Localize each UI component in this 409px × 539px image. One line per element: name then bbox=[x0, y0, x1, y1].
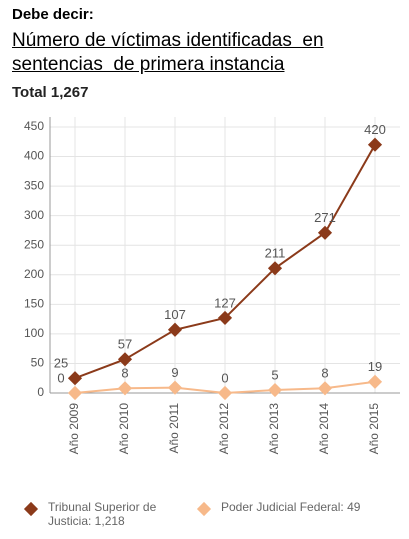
point bbox=[67, 385, 83, 401]
point bbox=[67, 371, 83, 386]
point bbox=[167, 322, 183, 337]
data-label: 5 bbox=[271, 367, 278, 382]
data-label: 127 bbox=[214, 295, 236, 310]
data-label: 57 bbox=[118, 337, 132, 352]
x-tick-label: Año 2013 bbox=[267, 403, 281, 455]
y-tick-label: 350 bbox=[24, 178, 44, 192]
x-tick-label: Año 2011 bbox=[167, 403, 181, 454]
x-tick-label: Año 2010 bbox=[117, 403, 131, 455]
y-tick-label: 400 bbox=[24, 149, 44, 163]
chart-title: Número de víctimas identificadas en bbox=[12, 30, 324, 51]
data-label: 271 bbox=[314, 210, 336, 225]
point bbox=[367, 137, 383, 152]
legend-label: Poder Judicial Federal: 49 bbox=[221, 500, 361, 514]
point bbox=[217, 310, 233, 325]
point bbox=[267, 382, 283, 398]
y-tick-label: 250 bbox=[24, 237, 44, 251]
data-label: 9 bbox=[171, 365, 178, 380]
legend-item: Tribunal Superior de Justicia: 1,218 bbox=[22, 500, 168, 528]
point bbox=[317, 225, 333, 240]
chart-title: sentencias de primera instancia bbox=[12, 54, 285, 75]
x-tick-label: Año 2015 bbox=[367, 403, 381, 455]
y-tick-label: 150 bbox=[24, 297, 44, 311]
legend-diamond bbox=[196, 501, 212, 517]
legend-diamond bbox=[23, 501, 39, 517]
point bbox=[317, 381, 333, 396]
data-label: 0 bbox=[57, 370, 64, 385]
x-tick-label: Año 2012 bbox=[217, 403, 231, 455]
chart-subtitle: Total 1,267 bbox=[12, 84, 89, 101]
point bbox=[167, 380, 183, 395]
y-tick-label: 0 bbox=[37, 385, 44, 399]
data-label: 8 bbox=[121, 366, 128, 381]
point bbox=[367, 374, 383, 389]
data-label: 420 bbox=[364, 122, 386, 137]
x-tick-label: Año 2014 bbox=[317, 403, 331, 455]
data-label: 211 bbox=[265, 246, 286, 261]
y-tick-label: 450 bbox=[24, 119, 44, 133]
point bbox=[217, 385, 233, 401]
y-tick-label: 200 bbox=[24, 267, 44, 281]
data-label: 25 bbox=[54, 356, 68, 371]
point bbox=[117, 381, 133, 396]
point bbox=[117, 352, 133, 367]
y-tick-label: 50 bbox=[31, 356, 45, 370]
data-label: 19 bbox=[368, 359, 382, 374]
data-label: 107 bbox=[164, 307, 186, 322]
data-label: 8 bbox=[321, 366, 328, 381]
y-tick-label: 100 bbox=[24, 326, 44, 340]
point bbox=[267, 261, 283, 276]
data-label: 0 bbox=[221, 370, 228, 385]
legend-label: Tribunal Superior de Justicia: 1,218 bbox=[48, 500, 157, 528]
legend-item: Poder Judicial Federal: 49 bbox=[195, 500, 409, 518]
header: Debe decir: bbox=[12, 6, 94, 23]
legend-marker bbox=[23, 501, 39, 517]
legend-marker bbox=[196, 501, 212, 517]
x-tick-label: Año 2009 bbox=[67, 403, 81, 455]
y-tick-label: 300 bbox=[24, 208, 44, 222]
